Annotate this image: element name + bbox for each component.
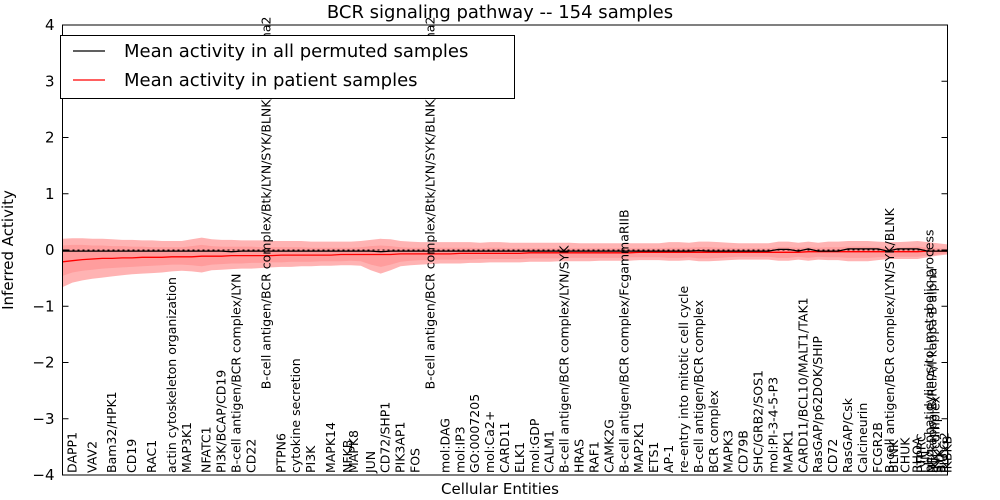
x-tick-label: CD79B xyxy=(736,430,751,473)
x-tick-label: JUN xyxy=(363,451,378,474)
y-tick-label: 3 xyxy=(45,72,55,90)
x-tick-label: CALM1 xyxy=(542,430,557,473)
legend-label-permuted: Mean activity in all permuted samples xyxy=(124,41,468,62)
x-tick-label: FCGR2B xyxy=(870,422,885,473)
x-tick-label: B-cell antigen/BCR complex/LYN/SYK/BLNK xyxy=(882,207,897,473)
series-line-patient xyxy=(62,250,948,263)
x-tick-label: ETS1 xyxy=(646,442,661,473)
x-tick-label: PTPN6 xyxy=(273,433,288,473)
x-tick-label: B-cell antigen/BCR complex xyxy=(691,300,706,473)
x-tick-label: B-cell antigen/BCR complex/Btk/LYN/SYK/B… xyxy=(422,17,437,390)
x-tick-label: CARD11/BCL10/MALT1/TAK1 xyxy=(795,297,810,473)
x-tick-label: phosphatidylinositol metabolic process xyxy=(922,229,937,473)
x-tick-label: IKBKB xyxy=(940,436,955,473)
x-tick-label: RAC1 xyxy=(144,440,159,473)
x-axis-label: Cellular Entities xyxy=(441,480,559,498)
legend: Mean activity in all permuted samples Me… xyxy=(60,35,515,99)
y-axis: 4 3 2 1 0 −1 −2 −3 −4 xyxy=(32,16,948,484)
x-tick-label: DAPP1 xyxy=(64,432,79,473)
plot-area xyxy=(62,237,948,288)
y-tick-label: −4 xyxy=(32,466,54,484)
x-tick-label: B-cell antigen/BCR complex/FcgammaRIIB xyxy=(616,209,631,473)
x-tick-label: PI3K/BCAP/CD19 xyxy=(214,370,229,473)
x-tick-label: B-cell antigen/BCR complex/LYN/SYK xyxy=(557,245,572,473)
x-tick-label: RAF1 xyxy=(587,441,602,473)
x-tick-label: VAV2 xyxy=(84,441,99,473)
y-tick-label: 2 xyxy=(45,129,55,147)
x-tick-label: CARD11 xyxy=(497,422,512,474)
x-tick-label: MAP3K1 xyxy=(179,422,194,473)
x-tick-label: BLNK xyxy=(886,439,901,473)
y-tick-label: −1 xyxy=(32,297,54,315)
x-tick-label: mol:Ca2+ xyxy=(482,411,497,473)
x-tick-label: PTPRC xyxy=(914,433,929,473)
legend-box xyxy=(60,35,515,99)
x-tick-label: mol:DAG xyxy=(437,418,452,473)
x-tick-label: CD19 xyxy=(124,439,139,473)
x-tick-label: Calcineurin xyxy=(855,403,870,473)
x-tick-label: mol:GDP xyxy=(527,418,542,473)
chart-title: BCR signaling pathway -- 154 samples xyxy=(327,2,673,23)
x-tick-label: B-cell antigen/BCR complex/LYN xyxy=(229,273,244,473)
x-tick-label: PIK3AP1 xyxy=(393,422,408,473)
x-tick-label: IKK complex xyxy=(928,396,943,473)
y-tick-label: −2 xyxy=(32,354,54,372)
y-tick-label: 1 xyxy=(45,185,55,203)
x-tick-label: mol:IP3 xyxy=(452,426,467,473)
x-tick-label: SHC/GRB2/SOS1 xyxy=(751,370,766,473)
x-tick-label: GO:0007205 xyxy=(467,394,482,473)
x-tick-label: HRAS xyxy=(572,439,587,473)
y-tick-label: −3 xyxy=(32,410,54,428)
x-tick-label: mol:PI-3-4-5-P3 xyxy=(766,377,781,473)
x-tick-label: PI3K xyxy=(303,445,318,473)
x-tick-label: BTK xyxy=(934,448,949,473)
series-line-permuted xyxy=(62,248,948,253)
x-tick-label: MAP2K1 xyxy=(631,422,646,473)
x-tick-label: cytokine secretion xyxy=(288,358,303,473)
x-tick-label: CAMK2G xyxy=(601,419,616,473)
x-tick-label: NF-kappa-B/RelA/I kappa B alpha xyxy=(925,268,940,473)
x-tick-label: Bam32/HPK1 xyxy=(104,391,119,473)
x-tick-label: CHUK xyxy=(898,437,913,473)
x-tick-label: MAPK3 xyxy=(721,430,736,473)
x-tick-label: CD72/SHP1 xyxy=(378,402,393,473)
x-tick-label: MAPK8 xyxy=(346,430,361,473)
x-tick-label: NFKB xyxy=(340,440,355,473)
x-tick-label: RasGAP/p62DOK/SHIP xyxy=(810,336,825,473)
x-tick-label: RasGAP/Csk xyxy=(840,397,855,473)
y-tick-label: 4 xyxy=(45,16,55,34)
x-tick-label: MAPK14 xyxy=(323,422,338,473)
x-tick-label: NFATC1 xyxy=(199,426,214,473)
x-tick-label: CD72 xyxy=(825,439,840,473)
x-tick-label: MAPK1 xyxy=(780,430,795,473)
x-tick-label: FOS xyxy=(408,448,423,473)
x-tick-label: LYN xyxy=(918,451,933,473)
x-axis-entity-labels: DAPP1 VAV2 Bam32/HPK1 CD19 RAC1 actin cytoske… xyxy=(64,17,954,474)
x-tick-label: re-entry into mitotic cell cycle xyxy=(676,285,691,473)
x-tick-label: SYK xyxy=(931,448,946,473)
x-tick-label: RHOA xyxy=(910,436,925,473)
x-tick-label: actin cytoskeleton organization xyxy=(164,277,179,473)
y-tick-label: 0 xyxy=(45,241,55,259)
x-tick-label: CD22 xyxy=(243,439,258,473)
x-tick-label: BCR complex xyxy=(706,390,721,473)
x-tick-label: ELK1 xyxy=(512,442,527,473)
x-tick-label: AP-1 xyxy=(661,445,676,473)
y-axis-label: Inferred Activity xyxy=(0,190,17,310)
x-tick-label: B-cell antigen/BCR complex/Btk/LYN/SYK/B… xyxy=(258,17,273,390)
legend-label-patient: Mean activity in patient samples xyxy=(124,70,418,91)
x-tick-label: PLCG2 xyxy=(937,432,952,473)
